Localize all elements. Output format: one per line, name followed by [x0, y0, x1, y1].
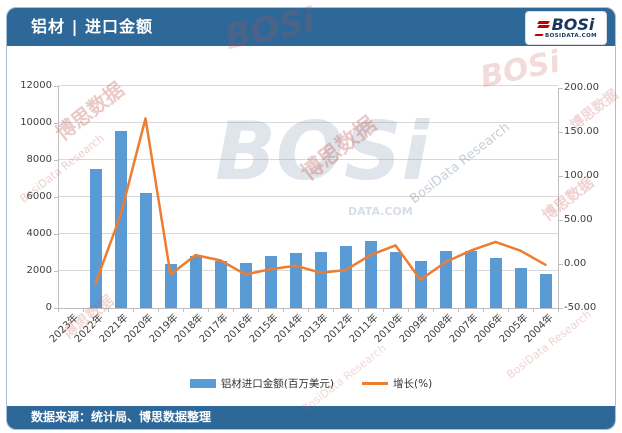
right-axis-tick-label: 150.00: [564, 125, 599, 137]
right-axis-tick-label: -50.00: [564, 302, 597, 313]
x-axis-tick: [283, 308, 284, 312]
x-axis-tick: [408, 308, 409, 312]
x-axis-tick: [233, 308, 234, 312]
right-axis-tick: [559, 308, 563, 309]
line-series-swatch: [362, 382, 389, 385]
y-axis-line: [58, 85, 59, 308]
x-axis-tick: [133, 308, 134, 312]
chart-legend: 铝材进口金额(百万美元) 增长(%): [7, 376, 615, 391]
gridline: [58, 233, 558, 235]
bar-2005年: [514, 267, 527, 308]
data-source-note: 数据来源：统计局、博思数据整理: [31, 410, 212, 424]
bar-2015年: [264, 256, 277, 308]
right-axis-tick-label: 200.00: [564, 81, 599, 93]
bar-2006年: [489, 257, 502, 308]
left-axis-tick-label: 12000: [20, 79, 52, 91]
right-axis-tick: [559, 263, 563, 265]
page-title: 铝材 | 进口金额: [31, 17, 153, 36]
left-axis-tick: [54, 233, 58, 235]
legend-item-growth: 增长(%): [362, 376, 432, 391]
x-axis-tick: [83, 308, 84, 312]
x-axis-tick: [183, 308, 184, 312]
x-axis-tick: [508, 308, 509, 312]
left-axis-tick-label: 4000: [26, 227, 52, 239]
legend-label-import-amount: 铝材进口金额(百万美元): [220, 378, 335, 390]
logo-text: BOSi: [551, 14, 595, 34]
x-axis-tick: [333, 308, 334, 312]
bar-2011年: [364, 241, 377, 308]
x-axis-tick: [308, 308, 309, 312]
left-axis-tick: [54, 270, 58, 272]
bar-2012年: [339, 246, 352, 308]
left-axis-tick-label: 2000: [26, 264, 52, 276]
bar-2016年: [239, 263, 252, 308]
bar-2021年: [114, 130, 127, 308]
left-axis-tick: [54, 159, 58, 161]
left-axis-tick: [54, 196, 58, 198]
bar-2013年: [314, 252, 327, 308]
left-axis-tick-label: 6000: [26, 190, 52, 202]
x-axis-tick: [483, 308, 484, 312]
right-axis-tick: [559, 131, 563, 133]
x-axis-tick: [208, 308, 209, 312]
bar-2017年: [214, 260, 227, 308]
left-axis-tick: [54, 308, 58, 309]
right-axis-tick: [559, 219, 563, 221]
bar-2014年: [289, 253, 302, 308]
gridline: [58, 196, 558, 198]
bar-2019年: [164, 263, 177, 308]
bar-2022年: [89, 169, 102, 308]
bar-2004年: [539, 273, 552, 308]
card-header: 铝材 | 进口金额 BOSi BOSIDATA.COM: [7, 8, 615, 46]
bar-2008年: [439, 251, 452, 308]
bosi-logo: BOSi BOSIDATA.COM: [525, 11, 607, 45]
bar-series-swatch: [189, 379, 216, 388]
gridline: [58, 270, 558, 272]
left-axis-tick-label: 10000: [20, 116, 52, 128]
legend-label-growth: 增长(%): [393, 378, 433, 390]
right-axis-tick-label: 50.00: [564, 213, 593, 225]
bar-2018年: [189, 256, 202, 308]
left-axis-tick-label: 0: [45, 302, 52, 313]
right-axis-tick: [559, 87, 563, 89]
right-axis-tick: [559, 175, 563, 177]
x-axis-tick: [58, 308, 59, 312]
logo-wordmark: BOSi: [536, 14, 595, 34]
secondary-y-axis-line: [558, 87, 559, 308]
legend-item-import-amount: 铝材进口金额(百万美元): [189, 376, 335, 391]
right-axis-tick-label: 0.00: [564, 257, 587, 269]
bar-2010年: [389, 252, 402, 308]
x-axis-tick: [158, 308, 159, 312]
left-axis-tick: [54, 85, 58, 87]
left-axis-tick: [54, 122, 58, 124]
x-axis-tick: [558, 308, 559, 312]
card-footer: 数据来源：统计局、博思数据整理: [7, 406, 615, 429]
gridline: [58, 159, 558, 161]
logo-domain: BOSIDATA.COM: [535, 33, 597, 40]
right-axis-tick-label: 100.00: [564, 169, 599, 181]
gridline: [58, 85, 558, 86]
x-axis-tick: [533, 308, 534, 312]
left-axis-tick-label: 8000: [26, 153, 52, 165]
x-axis-tick: [258, 308, 259, 312]
x-axis-tick: [383, 308, 384, 312]
x-axis-tick: [358, 308, 359, 312]
x-axis-tick: [433, 308, 434, 312]
x-axis-tick: [458, 308, 459, 312]
bar-2009年: [414, 261, 427, 308]
bar-2007年: [464, 251, 477, 308]
x-axis-tick: [108, 308, 109, 312]
gridline: [58, 122, 558, 124]
bar-2020年: [139, 193, 152, 308]
